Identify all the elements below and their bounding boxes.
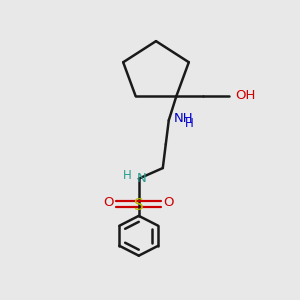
Text: S: S — [134, 198, 144, 213]
Text: OH: OH — [235, 88, 255, 102]
Text: N: N — [137, 172, 147, 185]
Text: O: O — [103, 196, 114, 209]
Text: NH: NH — [173, 112, 193, 125]
Text: H: H — [122, 169, 131, 182]
Text: O: O — [164, 196, 174, 209]
Text: H: H — [185, 117, 194, 130]
